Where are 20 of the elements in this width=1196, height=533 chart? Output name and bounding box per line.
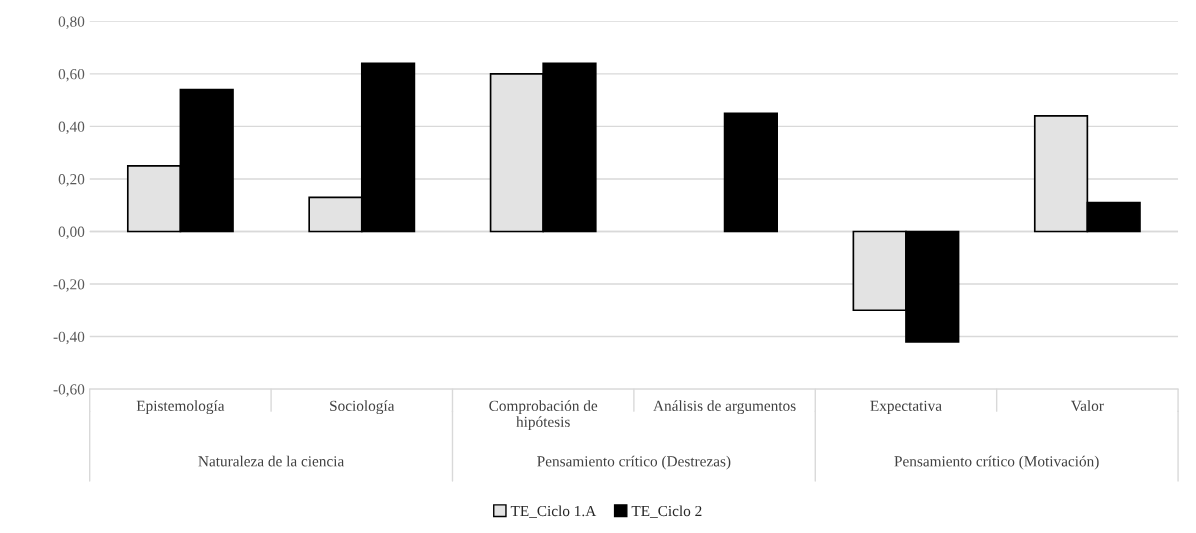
x-tick-label: Epistemología [136,400,225,415]
y-tick-label: -0,60 [53,384,85,397]
legend-label: TE_Ciclo 2 [631,505,702,518]
y-tick-label: 0,60 [58,69,85,82]
y-tick-label: -0,20 [53,279,85,292]
x-tick-label: Expectativa [870,400,942,415]
y-tick-label: 0,40 [58,121,85,135]
y-tick-label: 0,00 [58,226,85,240]
y-tick-label: -0,40 [53,331,85,345]
y-tick-label: 0,80 [58,16,85,29]
x-tick-label: Valor [1070,400,1104,412]
y-tick-label: 0,20 [58,174,85,187]
legend-label: TE_Ciclo 1.A [510,505,597,518]
x-tick-label: Análisis de argumentos [653,400,796,415]
bar [723,112,779,233]
text: Pensamiento crítico (Destrezas) [537,455,731,470]
text: Naturaleza de la ciencia [198,455,345,467]
x-tick-label: Comprobación de hipótesis [489,400,598,431]
text: Pensamiento crítico (Motivación) [894,455,1099,470]
x-tick-label: Sociología [330,400,395,415]
